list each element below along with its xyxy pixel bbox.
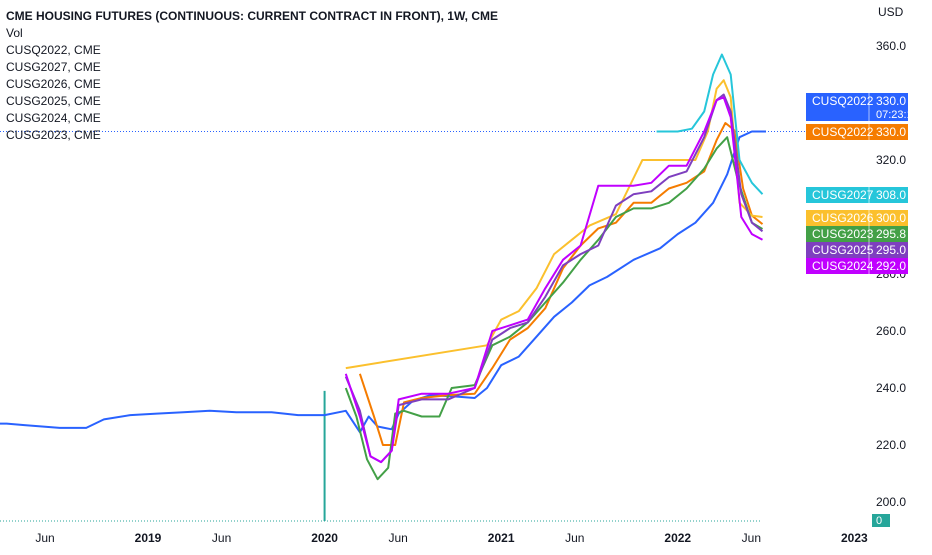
- y-tick-label: 260.0: [876, 324, 906, 338]
- y-tick-label: 320.0: [876, 153, 906, 167]
- series-line-2[interactable]: [656, 53, 764, 195]
- y-tick-label: 220.0: [876, 438, 906, 452]
- x-tick-label: 2022: [664, 531, 691, 545]
- price-tag-name: CUSQ2022: [812, 94, 874, 108]
- x-tick-label: 2023: [841, 531, 868, 545]
- series-layer: [0, 53, 858, 522]
- overlay-legend-item[interactable]: CUSG2025, CME: [6, 94, 101, 108]
- overlay-legend-item[interactable]: CUSG2026, CME: [6, 77, 101, 91]
- price-tag-name: CUSG2024: [812, 259, 874, 273]
- x-tick-label: Jun: [388, 531, 407, 545]
- price-tag-name: CUSG2025: [812, 243, 874, 257]
- volume-label: Vol: [6, 26, 23, 40]
- series-line-3[interactable]: [345, 79, 763, 370]
- currency-label: USD: [878, 5, 904, 19]
- y-tick-label: 200.0: [876, 495, 906, 509]
- overlay-legend-item[interactable]: CUSG2023, CME: [6, 128, 101, 142]
- chart-title: CME HOUSING FUTURES (CONTINUOUS: CURRENT…: [6, 9, 498, 23]
- price-tag-value: 295.0: [876, 243, 906, 257]
- overlay-legend-item[interactable]: CUSG2024, CME: [6, 111, 101, 125]
- price-tag: [806, 124, 908, 140]
- overlay-legend-item[interactable]: CUSG2027, CME: [6, 60, 101, 74]
- price-tag-value: 292.0: [876, 259, 906, 273]
- y-tick-label: 360.0: [876, 39, 906, 53]
- price-tag-name: CUSG2027: [812, 188, 874, 202]
- price-tag-value: 295.8: [876, 227, 906, 241]
- volume-value-badge: [872, 514, 890, 527]
- x-tick-label: 2020: [311, 531, 338, 545]
- x-tick-label: 2021: [488, 531, 515, 545]
- price-tag-value: 308.0: [876, 188, 906, 202]
- chart-legend: CME HOUSING FUTURES (CONTINUOUS: CURRENT…: [6, 8, 498, 144]
- series-line-0[interactable]: [0, 130, 766, 443]
- price-tag: [806, 187, 908, 203]
- overlay-legend-item[interactable]: CUSQ2022, CME: [6, 43, 101, 57]
- price-tag-name: CUSG2026: [812, 211, 874, 225]
- series-line-6[interactable]: [344, 96, 763, 464]
- y-tick-label: 240.0: [876, 381, 906, 395]
- price-tag: [806, 258, 908, 274]
- price-tag-name: CUSQ2022: [812, 125, 874, 139]
- x-tick-label: 2019: [135, 531, 162, 545]
- volume-value: 0: [876, 515, 882, 527]
- price-tag-value: 330.0: [876, 94, 906, 108]
- price-tag: [806, 210, 908, 226]
- price-tag-name: CUSG2023: [812, 227, 874, 241]
- x-tick-label: Jun: [565, 531, 584, 545]
- price-tag-value: 330.0: [876, 125, 906, 139]
- x-tick-label: Jun: [35, 531, 54, 545]
- price-tag: [806, 226, 908, 242]
- price-tag: [806, 242, 908, 258]
- x-tick-label: Jun: [742, 531, 761, 545]
- price-tag-value: 300.0: [876, 211, 906, 225]
- x-tick-label: Jun: [212, 531, 231, 545]
- series-line-4[interactable]: [344, 136, 764, 481]
- price-tag-countdown: 07:23:15: [876, 109, 919, 121]
- price-tag: [806, 93, 908, 121]
